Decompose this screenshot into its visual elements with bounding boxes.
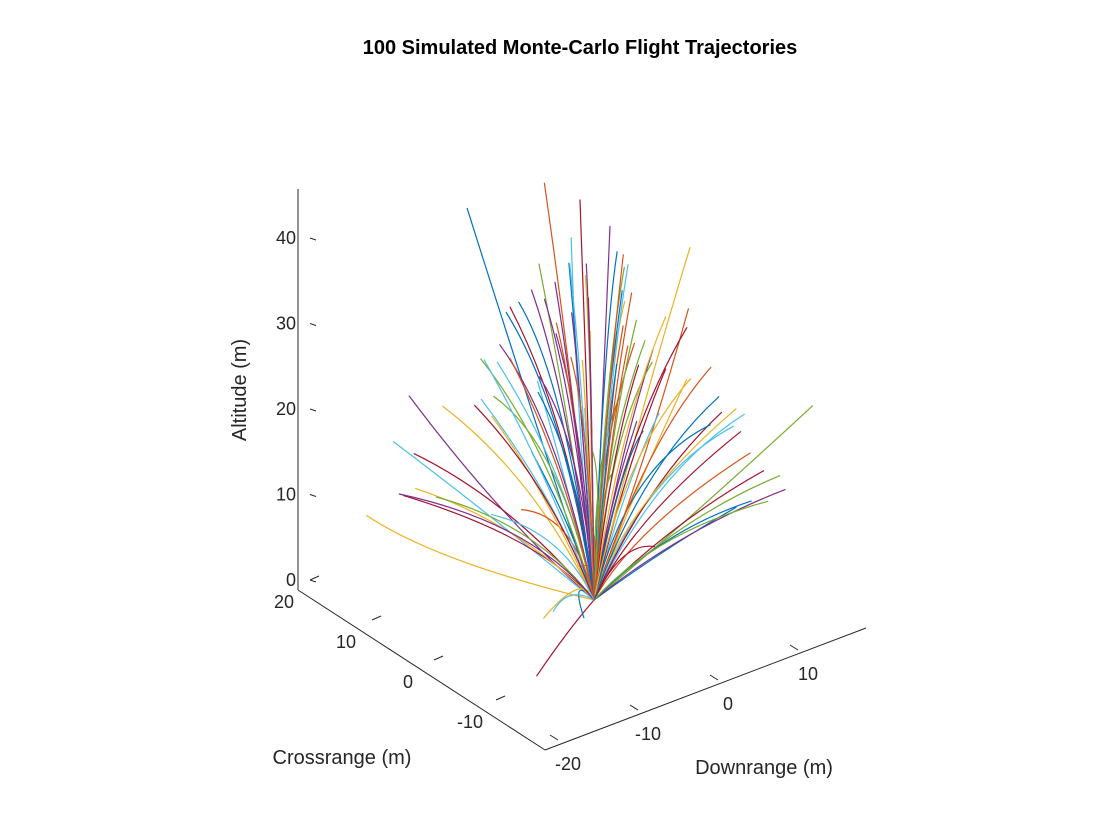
- y-tick-mark: [371, 615, 382, 621]
- x-tick-mark: [789, 644, 799, 651]
- y-ticks: -10 0 10 20: [274, 575, 506, 732]
- z-tick-mark: [309, 579, 317, 583]
- z-tick-label: 0: [286, 570, 296, 590]
- z-tick-label: 40: [276, 228, 296, 248]
- trajectory-line: [402, 495, 595, 601]
- z-axis-label: Altitude (m): [229, 339, 251, 441]
- y-tick-mark: [309, 575, 320, 581]
- trajectory-line: [593, 366, 712, 601]
- z-ticks: 0 10 20 30 40: [276, 228, 317, 590]
- trajectory-line: [366, 515, 595, 601]
- trajectory-line: [593, 364, 640, 601]
- trajectory-line: [537, 391, 595, 601]
- y-tick-label: -10: [457, 712, 483, 732]
- x-tick-label: 10: [798, 664, 818, 684]
- y-tick-label: 20: [274, 592, 294, 612]
- trajectory-line: [593, 368, 667, 601]
- x-ticks: -20 -10 0 10: [549, 644, 818, 774]
- trajectory-line: [593, 413, 745, 601]
- trajectory-line: [552, 594, 595, 612]
- trajectory-line: [593, 489, 786, 601]
- trajectory-line: [474, 404, 595, 601]
- trajectory-line: [483, 359, 595, 601]
- y-tick-label: 0: [403, 672, 413, 692]
- x-tick-mark: [629, 704, 639, 711]
- trajectory-line: [593, 345, 629, 601]
- x-axis-line: [544, 627, 867, 751]
- trajectory-line: [593, 378, 692, 601]
- trajectory-line: [509, 358, 595, 601]
- y-tick-mark: [433, 655, 444, 661]
- trajectory-line: [593, 363, 618, 601]
- trajectory-line: [491, 514, 595, 601]
- trajectory-line: [442, 405, 595, 601]
- trajectory-line: [571, 312, 595, 601]
- y-axis-line: [297, 589, 546, 751]
- trajectory-line: [593, 396, 720, 601]
- x-tick-label: -10: [635, 724, 661, 744]
- trajectory-line: [593, 545, 655, 601]
- z-tick-label: 30: [276, 314, 296, 334]
- z-tick-mark: [309, 408, 317, 412]
- trajectory-line: [570, 356, 595, 601]
- trajectory-line: [593, 424, 711, 601]
- trajectory-line: [593, 500, 752, 601]
- trajectory-line: [593, 500, 769, 601]
- y-tick-mark: [495, 695, 506, 701]
- trajectory-line: [593, 251, 618, 601]
- z-tick-mark: [309, 494, 317, 497]
- z-tick-label: 10: [276, 485, 296, 505]
- x-tick-label: -20: [555, 754, 581, 774]
- z-tick-mark: [309, 237, 317, 241]
- trajectory-line: [505, 311, 595, 601]
- y-axis-label: Crossrange (m): [273, 747, 412, 769]
- x-tick-mark: [549, 734, 559, 741]
- trajectory-line: [536, 599, 595, 677]
- y-tick-label: 10: [336, 632, 356, 652]
- trajectory-line: [593, 452, 751, 601]
- z-tick-mark: [309, 323, 317, 326]
- trajectory-line: [593, 405, 813, 601]
- trajectory-line: [593, 425, 735, 601]
- trajectory-lines: [366, 182, 813, 677]
- trajectory-line: [592, 451, 599, 601]
- z-tick-label: 20: [276, 399, 296, 419]
- chart-title: 100 Simulated Monte-Carlo Flight Traject…: [363, 37, 798, 59]
- trajectory-line: [569, 262, 595, 601]
- x-axis-label: Downrange (m): [695, 757, 833, 779]
- trajectory-line: [538, 376, 595, 601]
- trajectory-line: [585, 263, 595, 601]
- trajectory-line: [398, 493, 595, 601]
- x-tick-label: 0: [723, 694, 733, 714]
- trajectory-line: [593, 316, 667, 601]
- axes: [297, 189, 867, 751]
- x-tick-mark: [709, 674, 719, 681]
- trajectory-line: [491, 415, 595, 601]
